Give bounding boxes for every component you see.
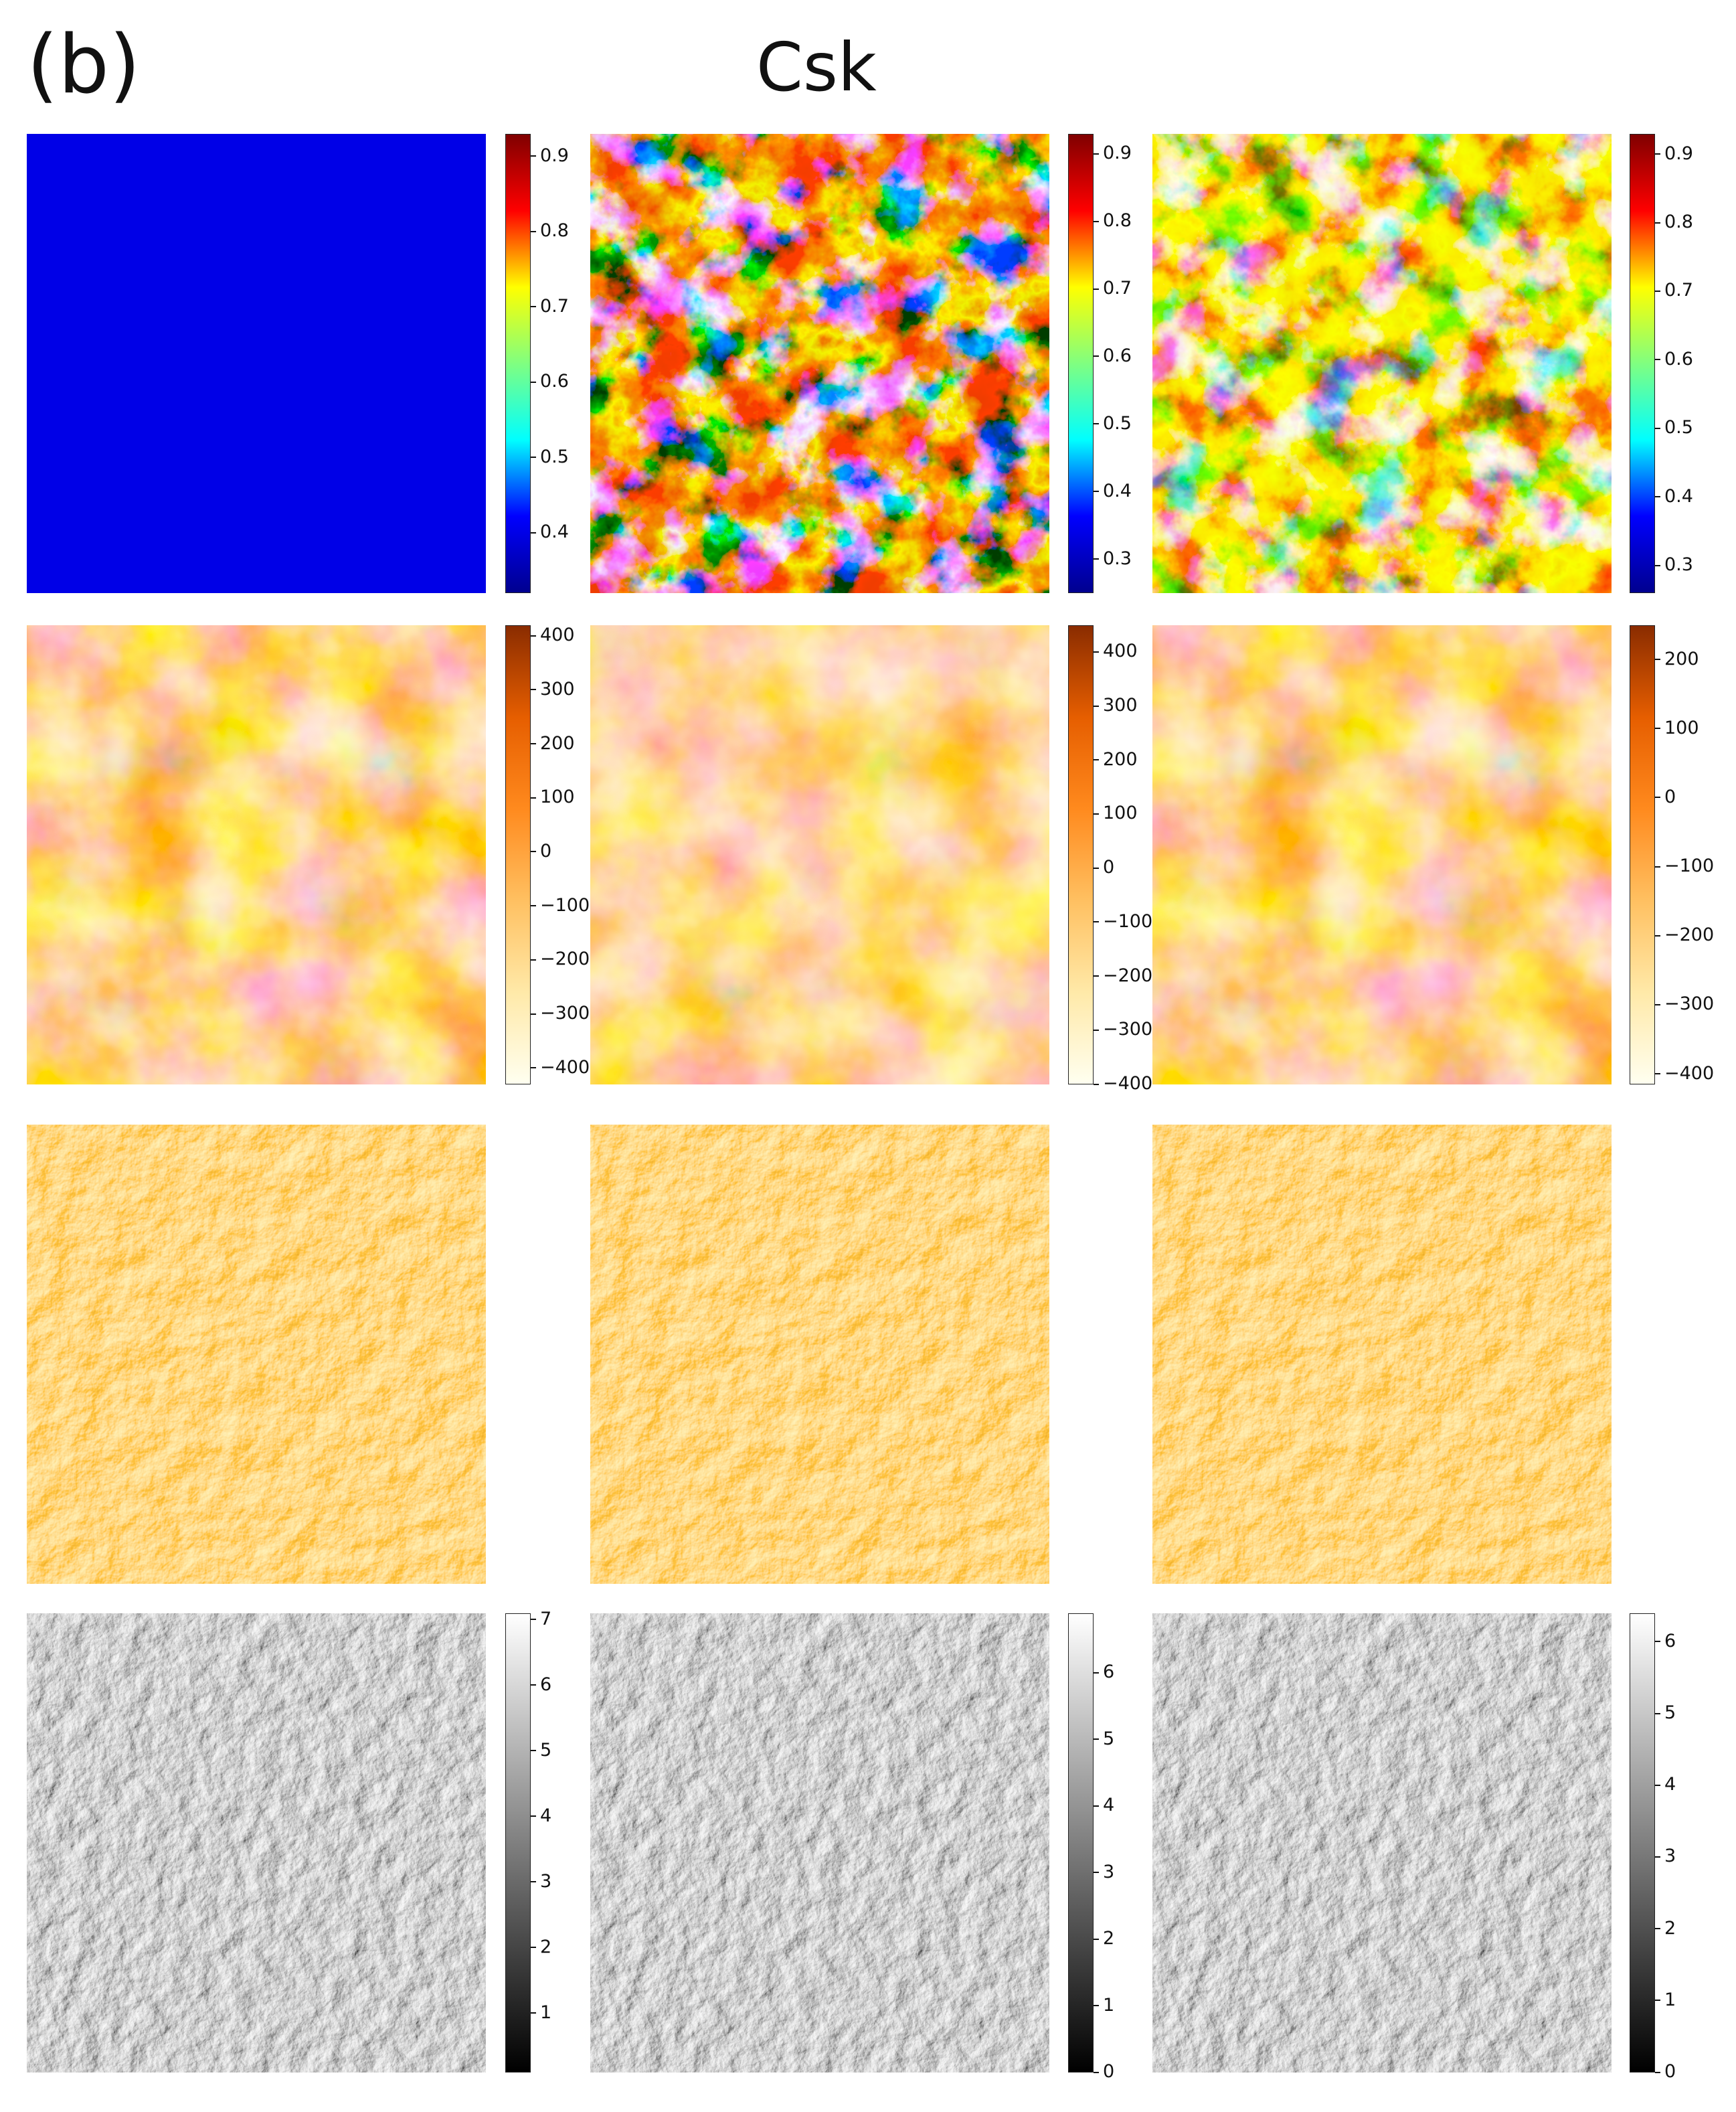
colorbar-tick-label: 0.6: [1094, 345, 1132, 366]
colorbar-tick-label: 7: [530, 1608, 552, 1629]
colorbar-tick-label: 300: [531, 678, 575, 700]
colorbar-tick-label: 0.7: [531, 295, 569, 317]
colorbar-tick-label: 6: [530, 1674, 552, 1695]
colorbar-tick-label: 0.3: [1094, 548, 1132, 569]
colorbar-tick-label: −200: [530, 949, 590, 970]
colorbar-tick-label: −100: [1093, 910, 1153, 932]
colorbar-tick-label: 0.4: [531, 521, 569, 543]
colorbar-tick-label: 400: [1094, 641, 1138, 662]
colorbar-tick-label: 0.9: [531, 145, 569, 166]
map-image-r1-c1: [27, 134, 486, 593]
colorbar-tick-label: 0.9: [1655, 143, 1693, 164]
colorbar-tick-label: 1: [1654, 1989, 1676, 2010]
colorbar-r2-c2: [1068, 625, 1094, 1084]
colorbar-tick-label: 0.6: [531, 371, 569, 392]
colorbar-tick-label: 0.5: [1094, 412, 1132, 434]
colorbar-tick-label: 200: [1655, 648, 1699, 669]
colorbar-tick-label: 3: [1654, 1846, 1676, 1867]
colorbar-tick-label: 1: [1093, 1994, 1115, 2016]
colorbar-tick-label: 0.7: [1655, 280, 1693, 301]
colorbar-tick-label: 4: [530, 1805, 552, 1826]
colorbar-tick-label: −300: [1093, 1019, 1153, 1040]
colorbar-tick-label: 0: [1654, 2061, 1676, 2082]
panel-label: (b): [27, 19, 141, 112]
colorbar-tick-label: 0: [1093, 2061, 1115, 2082]
colorbar-tick-label: 100: [1094, 803, 1138, 824]
colorbar-tick-label: 0.8: [1094, 210, 1132, 232]
colorbar-tick-label: 3: [1093, 1861, 1115, 1882]
map-image-r3-c1: [27, 1125, 486, 1584]
colorbar-tick-label: −200: [1093, 965, 1153, 986]
figure-title: Csk: [756, 28, 877, 106]
colorbar-tick-label: 4: [1654, 1774, 1676, 1795]
colorbar-r1-c2: [1068, 134, 1094, 593]
colorbar-tick-label: 0.4: [1094, 480, 1132, 501]
colorbar-tick-label: 4: [1093, 1795, 1115, 1816]
colorbar-tick-label: 0: [1654, 786, 1676, 807]
map-image-r2-c2: [590, 625, 1049, 1084]
colorbar-tick-label: −300: [530, 1003, 590, 1024]
colorbar-tick-label: 5: [1654, 1702, 1676, 1724]
colorbar-tick-label: 0.3: [1655, 554, 1693, 576]
colorbar-tick-label: 0.5: [531, 446, 569, 467]
colorbar-tick-label: 3: [530, 1870, 552, 1892]
colorbar-tick-label: 200: [1094, 748, 1138, 770]
map-image-r4-c2: [590, 1613, 1049, 2073]
map-image-r4-c1: [27, 1613, 486, 2073]
colorbar-tick-label: 6: [1654, 1630, 1676, 1651]
colorbar-tick-label: 0.8: [531, 220, 569, 242]
colorbar-tick-label: 1: [530, 2002, 552, 2023]
map-image-r1-c2: [590, 134, 1049, 593]
colorbar-tick-label: −400: [530, 1056, 590, 1078]
colorbar-tick-label: 0: [1093, 857, 1115, 878]
map-image-r4-c3: [1152, 1613, 1612, 2073]
colorbar-tick-label: 0.6: [1655, 348, 1693, 370]
colorbar-tick-label: 0.5: [1655, 417, 1693, 438]
colorbar-tick-label: −100: [1654, 856, 1715, 877]
map-image-r2-c3: [1152, 625, 1612, 1084]
colorbar-r2-c1: [505, 625, 531, 1084]
colorbar-tick-label: −400: [1093, 1073, 1153, 1094]
colorbar-tick-label: 0.9: [1094, 143, 1132, 164]
map-image-r2-c1: [27, 625, 486, 1084]
colorbar-r4-c3: [1630, 1613, 1655, 2073]
colorbar-tick-label: 2: [1093, 1928, 1115, 1949]
colorbar-tick-label: 5: [1093, 1728, 1115, 1749]
colorbar-tick-label: −100: [530, 894, 590, 916]
map-image-r1-c3: [1152, 134, 1612, 593]
colorbar-tick-label: 0: [530, 840, 552, 862]
colorbar-r1-c1: [505, 134, 531, 593]
colorbar-r4-c2: [1068, 1613, 1094, 2073]
colorbar-r4-c1: [505, 1613, 531, 2073]
colorbar-tick-label: 0.4: [1655, 485, 1693, 507]
colorbar-r2-c3: [1630, 625, 1655, 1084]
colorbar-tick-label: 2: [1654, 1917, 1676, 1939]
colorbar-tick-label: 100: [1655, 717, 1699, 738]
colorbar-r1-c3: [1630, 134, 1655, 593]
colorbar-tick-label: 400: [531, 625, 575, 646]
colorbar-tick-label: 200: [531, 732, 575, 754]
colorbar-tick-label: 300: [1094, 695, 1138, 716]
colorbar-tick-label: 0.8: [1655, 212, 1693, 233]
colorbar-tick-label: −400: [1654, 1062, 1715, 1084]
map-image-r3-c2: [590, 1125, 1049, 1584]
colorbar-tick-label: 6: [1093, 1661, 1115, 1683]
colorbar-tick-label: −300: [1654, 993, 1715, 1015]
colorbar-tick-label: 5: [530, 1739, 552, 1761]
colorbar-tick-label: 0.7: [1094, 278, 1132, 299]
colorbar-tick-label: −200: [1654, 924, 1715, 946]
map-image-r3-c3: [1152, 1125, 1612, 1584]
colorbar-tick-label: 100: [531, 787, 575, 808]
colorbar-tick-label: 2: [530, 1936, 552, 1957]
